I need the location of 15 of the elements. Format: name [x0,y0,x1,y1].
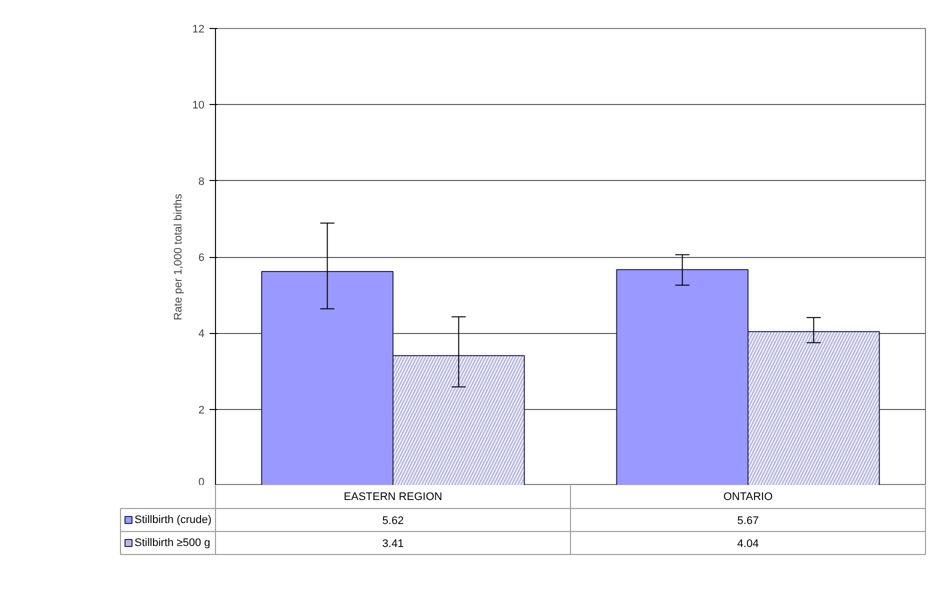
x-tick-label: EASTERN REGION [344,491,442,503]
y-axis-title: Rate per 1,000 total births [172,193,184,320]
legend-label: Stillbirth (crude) [134,514,212,526]
data-label: 5.67 [737,515,759,527]
data-label: 4.04 [737,538,759,550]
y-tick-label: 6 [198,252,205,264]
y-tick-label: 10 [192,100,205,112]
x-tick-label: ONTARIO [723,491,774,503]
data-label: 3.41 [382,538,404,550]
legend-label: Stillbirth ≥500 g [134,537,210,549]
y-tick-label: 4 [198,328,205,340]
y-tick-label: 2 [198,404,205,416]
y-tick-label: 12 [192,24,205,36]
data-label: 5.62 [382,515,404,527]
y-tick-label: 8 [198,176,205,188]
